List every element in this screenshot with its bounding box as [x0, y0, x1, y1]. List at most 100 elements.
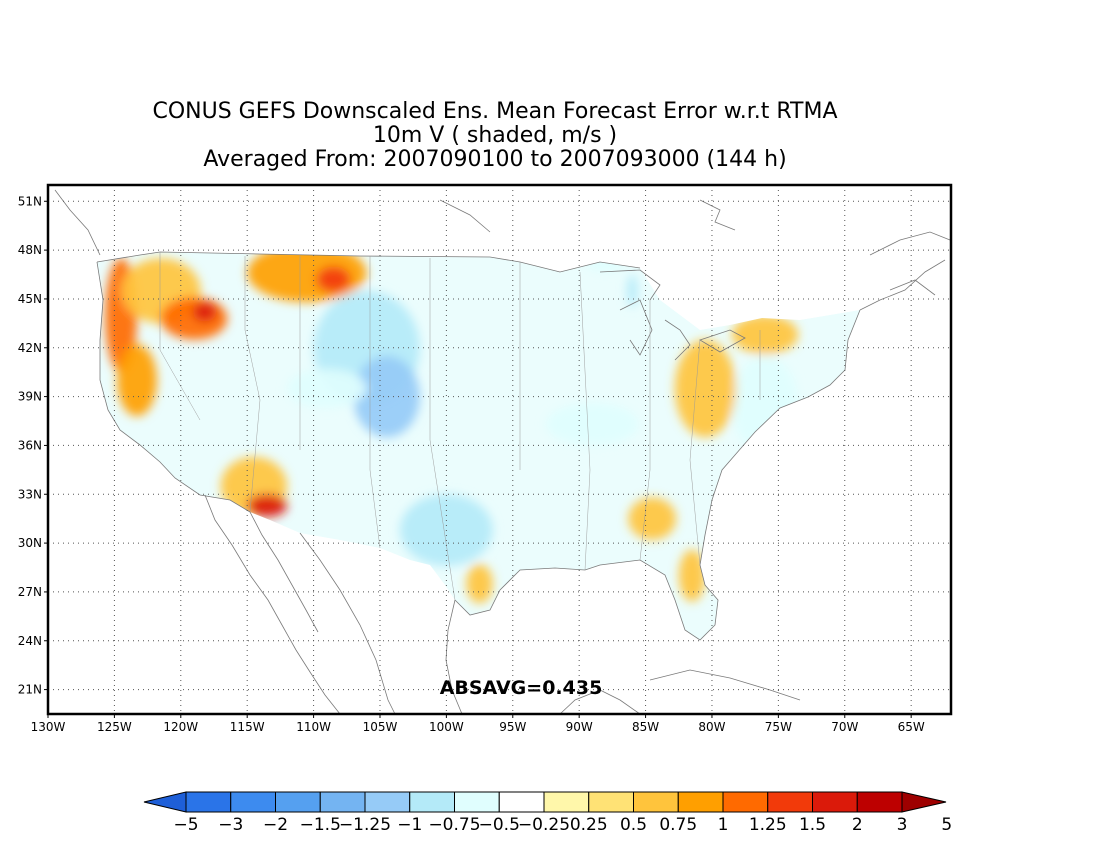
colorbar-label: 3 — [897, 815, 908, 835]
atlantic-canada-line — [859, 231, 951, 311]
lat-tick-label: 45N — [18, 292, 42, 306]
colorbar-label: −0.75 — [428, 815, 480, 835]
colorbar-swatch — [185, 791, 232, 813]
lon-tick-label: 85W — [632, 720, 659, 734]
colorbar-label: −0.25 — [518, 815, 570, 835]
error-region — [626, 274, 638, 308]
colorbar-swatch — [588, 791, 634, 813]
colorbar-swatch — [498, 791, 545, 813]
gulf-of-california-line — [249, 511, 319, 633]
baja-coast-line — [204, 494, 341, 715]
colorbar-swatch — [812, 791, 858, 813]
hudson-bay-line — [439, 199, 736, 233]
error-region — [247, 494, 288, 518]
lat-tick-label: 33N — [18, 487, 42, 501]
colorbar-label: −1 — [397, 815, 422, 835]
absavg-annotation: ABSAVG=0.435 — [440, 677, 603, 699]
colorbar-high-arrow — [901, 791, 947, 813]
lon-tick-label: 100W — [429, 720, 464, 734]
map-variable: 10m V ( shaded, m/s ) — [372, 123, 618, 148]
lon-tick-label: 90W — [566, 720, 593, 734]
error-region — [316, 266, 351, 293]
colorbar-label: 2 — [852, 815, 863, 835]
pacific-northwest-line — [54, 189, 101, 256]
state-border-line — [159, 252, 761, 601]
error-region — [628, 497, 677, 540]
map-period: Averaged From: 2007090100 to 2007093000 … — [203, 147, 787, 172]
lon-tick-label: 95W — [499, 720, 526, 734]
lon-tick-label: 130W — [31, 720, 66, 734]
colorbar-swatch — [722, 791, 769, 813]
map-title-block: CONUS GEFS Downscaled Ens. Mean Forecast… — [0, 100, 990, 172]
colorbar-swatch — [275, 791, 321, 813]
field-regions — [105, 252, 799, 604]
lon-tick-label: 110W — [296, 720, 331, 734]
colorbar-swatch — [856, 791, 903, 813]
mexico-pacific-coast-line — [299, 532, 396, 715]
lat-tick-label: 51N — [18, 194, 42, 208]
colorbar-swatch — [543, 791, 590, 813]
error-region — [545, 403, 639, 446]
colorbar-label: 1 — [718, 815, 729, 835]
gulf-coast-line — [454, 309, 861, 641]
colorbar-label: 5 — [941, 815, 952, 835]
colorbar-label: −2 — [263, 815, 288, 835]
lon-tick-label: 105W — [363, 720, 398, 734]
colorbar-label: 0.5 — [620, 815, 647, 835]
colorbar: −5 −3 −2 −1.5−1.25 −1 −0.75−0.5−0.25 0.25 0.5 0.… — [143, 791, 952, 835]
lon-tick-label: 65W — [898, 720, 925, 734]
colorbar-swatch — [633, 791, 679, 813]
lon-tick-label: 75W — [765, 720, 792, 734]
colorbar-label: −3 — [218, 815, 243, 835]
yucatan-line — [559, 689, 641, 715]
lon-tick-label: 115W — [230, 720, 265, 734]
error-region — [466, 564, 493, 604]
error-region — [160, 297, 228, 340]
cuba-line — [649, 669, 801, 701]
gridlines — [48, 185, 951, 714]
lat-tick-label: 27N — [18, 585, 42, 599]
lat-tick-label: 36N — [18, 438, 42, 452]
colorbar-label: −5 — [173, 815, 198, 835]
colorbar-swatch — [409, 791, 455, 813]
lat-tick-label: 21N — [18, 683, 42, 697]
colorbar-label: −1.5 — [300, 815, 341, 835]
lon-tick-label: 70W — [831, 720, 858, 734]
lat-tick-label: 24N — [18, 634, 42, 648]
colorbar-swatch — [319, 791, 366, 813]
great-lakes-line — [599, 269, 746, 361]
colorbar-label: −1.25 — [339, 815, 391, 835]
colorbar-label: 0.25 — [570, 815, 608, 835]
lat-tick-label: 30N — [18, 536, 42, 550]
lon-tick-label: 80W — [698, 720, 725, 734]
latitude-labels: 21N 24N 27N 30N 33N 36N 39N 42N 45N 48N 51N — [18, 194, 48, 697]
lon-tick-label: 120W — [163, 720, 198, 734]
colorbar-low-arrow — [143, 791, 187, 813]
map-title: CONUS GEFS Downscaled Ens. Mean Forecast… — [152, 99, 838, 124]
state-borders — [159, 252, 761, 601]
error-region — [674, 339, 736, 438]
colorbar-swatch — [767, 791, 813, 813]
colorbar-swatch — [454, 791, 500, 813]
colorbar-swatch — [230, 791, 276, 813]
lat-tick-label: 48N — [18, 243, 42, 257]
coastlines — [54, 189, 951, 715]
colorbar-label: 0.75 — [659, 815, 697, 835]
colorbar-swatch — [677, 791, 724, 813]
lat-tick-label: 39N — [18, 390, 42, 404]
canada-border-line — [96, 251, 641, 273]
longitude-labels: 130W 125W 120W 115W 110W 105W 100W 95W 90W 85W 80W… — [31, 714, 925, 734]
error-region — [678, 549, 706, 602]
error-region — [117, 344, 157, 417]
plot-frame — [46, 183, 953, 716]
colorbar-label: −0.5 — [479, 815, 520, 835]
error-region — [192, 302, 217, 322]
error-region — [287, 368, 367, 408]
lat-tick-label: 42N — [18, 341, 42, 355]
error-region — [731, 315, 799, 355]
colorbar-swatch — [364, 791, 411, 813]
colorbar-label: 1.5 — [799, 815, 826, 835]
lon-tick-label: 125W — [97, 720, 132, 734]
colorbar-label: 1.25 — [749, 815, 787, 835]
